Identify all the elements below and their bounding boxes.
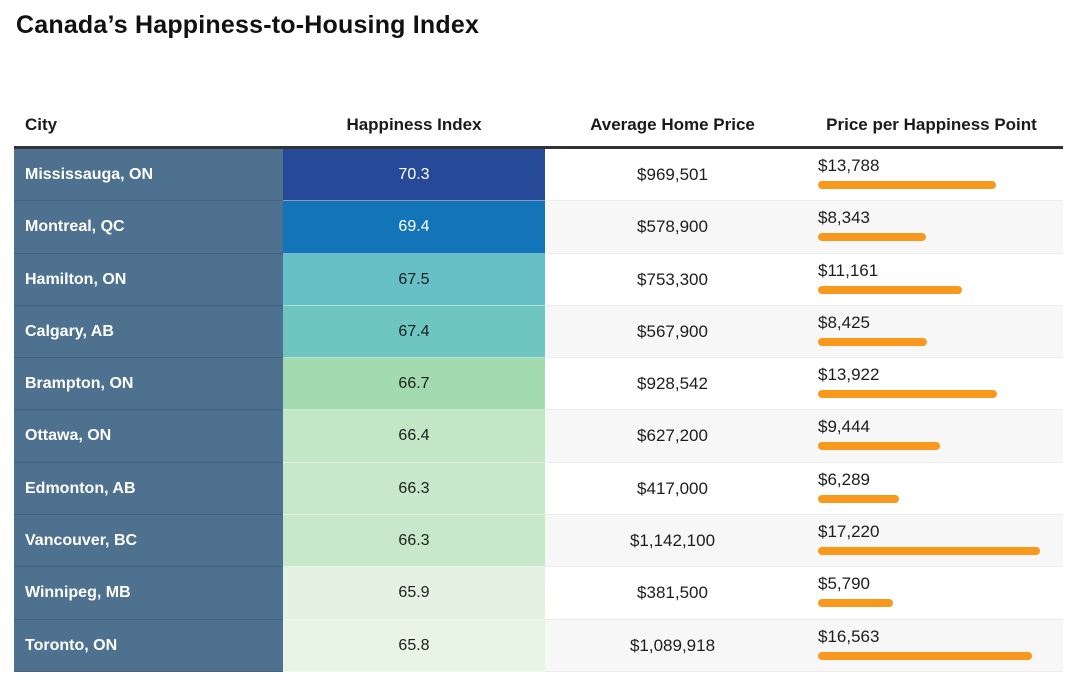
column-header-happiness-index: Happiness Index [346,115,482,134]
page-title: Canada’s Happiness-to-Housing Index [16,11,480,39]
column-header-price-per-happiness-point: Price per Happiness Point [826,115,1037,134]
price-per-point-bar [818,337,927,346]
price-per-point-value: $6,289 [818,469,870,489]
table-row: Montreal, QC 69.4 $578,900 $8,343 [14,201,1063,254]
happiness-index-cell: 66.3 [283,515,545,568]
page: Canada’s Happiness-to-Housing Index City… [0,8,1080,687]
city-cell: Vancouver, BC [14,515,283,568]
price-per-point-cell: $17,220 [800,515,1063,568]
price-per-point-bar [818,390,997,399]
average-home-price-cell: $567,900 [545,305,800,359]
table-row: Edmonton, AB 66.3 $417,000 $6,289 [14,462,1063,516]
price-per-point-value: $17,220 [818,522,880,542]
price-per-point-cell: $5,790 [800,567,1063,620]
price-per-point-value: $16,563 [818,626,880,646]
average-home-price-cell: $1,142,100 [545,515,800,568]
happiness-index-cell: 65.8 [283,619,545,672]
price-per-point-value: $8,425 [818,312,870,332]
average-home-price-cell: $417,000 [545,462,800,516]
price-per-point-value: $5,790 [818,574,870,594]
price-per-point-value: $11,161 [818,260,879,280]
average-home-price-cell: $578,900 [545,201,800,254]
city-cell: Hamilton, ON [14,253,283,306]
happiness-housing-table: City Happiness Index Average Home Price … [14,93,1063,672]
price-per-point-bar [818,233,926,242]
price-per-point-bar [818,285,962,294]
price-per-point-cell: $9,444 [800,410,1063,463]
average-home-price-cell: $627,200 [545,410,800,463]
price-per-point-bar [818,494,899,503]
happiness-index-cell: 70.3 [283,149,545,202]
price-per-point-value: $13,788 [818,156,880,175]
table-row: Vancouver, BC 66.3 $1,142,100 $17,220 [14,515,1063,568]
table-row: Toronto, ON 65.8 $1,089,918 $16,563 [14,619,1063,672]
happiness-index-cell: 67.4 [283,305,545,359]
price-per-point-cell: $13,922 [800,358,1063,411]
table-row: Mississauga, ON 70.3 $969,501 $13,788 [14,149,1063,202]
city-cell: Ottawa, ON [14,410,283,463]
happiness-index-cell: 66.3 [283,462,545,516]
column-header-city: City [25,115,58,134]
city-cell: Edmonton, AB [14,462,283,516]
price-per-point-bar [818,599,893,608]
average-home-price-cell: $969,501 [545,149,800,202]
price-per-point-value: $9,444 [818,417,870,437]
average-home-price-cell: $381,500 [545,567,800,620]
price-per-point-value: $8,343 [818,208,870,228]
average-home-price-cell: $928,542 [545,358,800,411]
city-cell: Montreal, QC [14,201,283,254]
happiness-index-cell: 66.7 [283,358,545,411]
happiness-index-cell: 66.4 [283,410,545,463]
price-per-point-bar [818,181,996,189]
city-cell: Brampton, ON [14,358,283,411]
price-per-point-value: $13,922 [818,365,880,385]
price-per-point-cell: $11,161 [800,253,1063,306]
table-header-row: City Happiness Index Average Home Price … [14,93,1063,149]
average-home-price-cell: $1,089,918 [545,619,800,672]
price-per-point-cell: $8,343 [800,201,1063,254]
price-per-point-bar [818,651,1032,660]
price-per-point-bar [818,547,1040,556]
price-per-point-cell: $16,563 [800,619,1063,672]
city-cell: Mississauga, ON [14,149,283,202]
table-row: Ottawa, ON 66.4 $627,200 $9,444 [14,410,1063,463]
price-per-point-cell: $13,788 [800,149,1063,202]
table-row: Hamilton, ON 67.5 $753,300 $11,161 [14,253,1063,306]
table-row: Winnipeg, MB 65.9 $381,500 $5,790 [14,567,1063,620]
table-row: Brampton, ON 66.7 $928,542 $13,922 [14,358,1063,411]
price-per-point-cell: $6,289 [800,462,1063,516]
city-cell: Calgary, AB [14,305,283,359]
city-cell: Toronto, ON [14,619,283,672]
table-row: Calgary, AB 67.4 $567,900 $8,425 [14,305,1063,359]
price-per-point-cell: $8,425 [800,305,1063,359]
column-header-average-home-price: Average Home Price [590,115,755,134]
average-home-price-cell: $753,300 [545,253,800,306]
happiness-index-cell: 69.4 [283,201,545,254]
city-cell: Winnipeg, MB [14,567,283,620]
happiness-index-cell: 65.9 [283,567,545,620]
happiness-index-cell: 67.5 [283,253,545,306]
table-body: Mississauga, ON 70.3 $969,501 $13,788 Mo… [14,149,1063,672]
price-per-point-bar [818,442,940,451]
